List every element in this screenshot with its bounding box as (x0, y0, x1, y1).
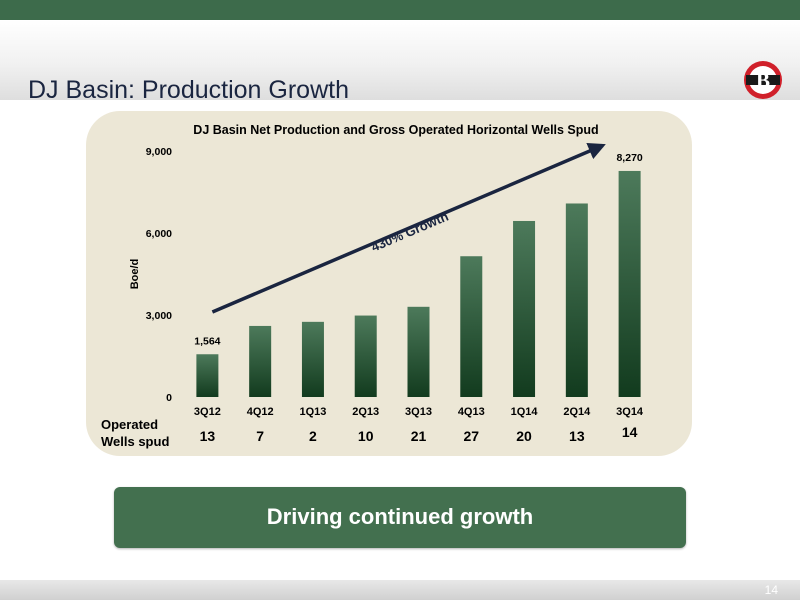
wells-spud-value: 13 (199, 428, 216, 444)
company-logo-icon: B (744, 61, 782, 99)
y-tick-label: 0 (166, 392, 172, 404)
chart-panel (86, 111, 692, 456)
bar (196, 354, 219, 397)
y-tick-label: 6,000 (146, 228, 172, 240)
wells-spud-label-line2: Wells spud (101, 434, 170, 449)
bar (460, 256, 483, 397)
chart-title: DJ Basin Net Production and Gross Operat… (193, 123, 598, 137)
y-tick-label: 3,000 (146, 310, 172, 322)
x-tick-label: 4Q12 (247, 406, 274, 418)
wells-spud-value: 27 (463, 428, 480, 444)
wells-spud-value: 13 (569, 428, 585, 444)
bar (354, 315, 377, 397)
slide-footer: 14 (0, 580, 800, 600)
wells-spud-value: 2 (309, 428, 317, 444)
banner-text: Driving continued growth (266, 504, 534, 529)
growth-annotation: 430% Growth (369, 209, 451, 255)
wells-spud-value: 21 (410, 428, 427, 444)
bar (249, 325, 272, 397)
x-tick-label: 2Q14 (563, 406, 591, 418)
y-tick-label: 9,000 (146, 146, 172, 158)
page-title: DJ Basin: Production Growth (28, 76, 349, 104)
bar-data-label: 1,564 (194, 335, 220, 347)
summary-banner: Driving continued growth (114, 487, 686, 548)
wells-spud-value: 20 (516, 428, 532, 444)
wells-spud-value: 7 (256, 428, 265, 444)
y-axis-label: Boe/d (129, 259, 141, 290)
logo-letter: B (756, 69, 770, 93)
bar (301, 321, 324, 397)
x-tick-label: 3Q13 (405, 406, 432, 418)
wells-spud-label: Operated Wells spud (101, 416, 181, 450)
x-tick-label: 3Q12 (194, 406, 221, 418)
x-tick-label: 3Q14 (616, 406, 644, 418)
bar (513, 220, 536, 397)
x-tick-label: 4Q13 (458, 406, 485, 418)
slide-header: DJ Basin: Production Growth B (0, 20, 800, 104)
x-tick-label: 1Q14 (511, 406, 539, 418)
wells-spud-label-line1: Operated (101, 417, 159, 432)
top-accent-band (0, 0, 800, 20)
bar-data-label: 8,270 (616, 152, 642, 164)
x-tick-label: 2Q13 (352, 406, 379, 418)
wells-spud-value: 10 (357, 428, 374, 444)
x-tick-label: 1Q13 (299, 406, 326, 418)
growth-arrow (211, 142, 606, 314)
page-number: 14 (764, 583, 778, 597)
bar (565, 203, 588, 397)
bar (618, 170, 641, 397)
bar (407, 306, 430, 397)
wells-spud-value: 14 (621, 424, 638, 440)
